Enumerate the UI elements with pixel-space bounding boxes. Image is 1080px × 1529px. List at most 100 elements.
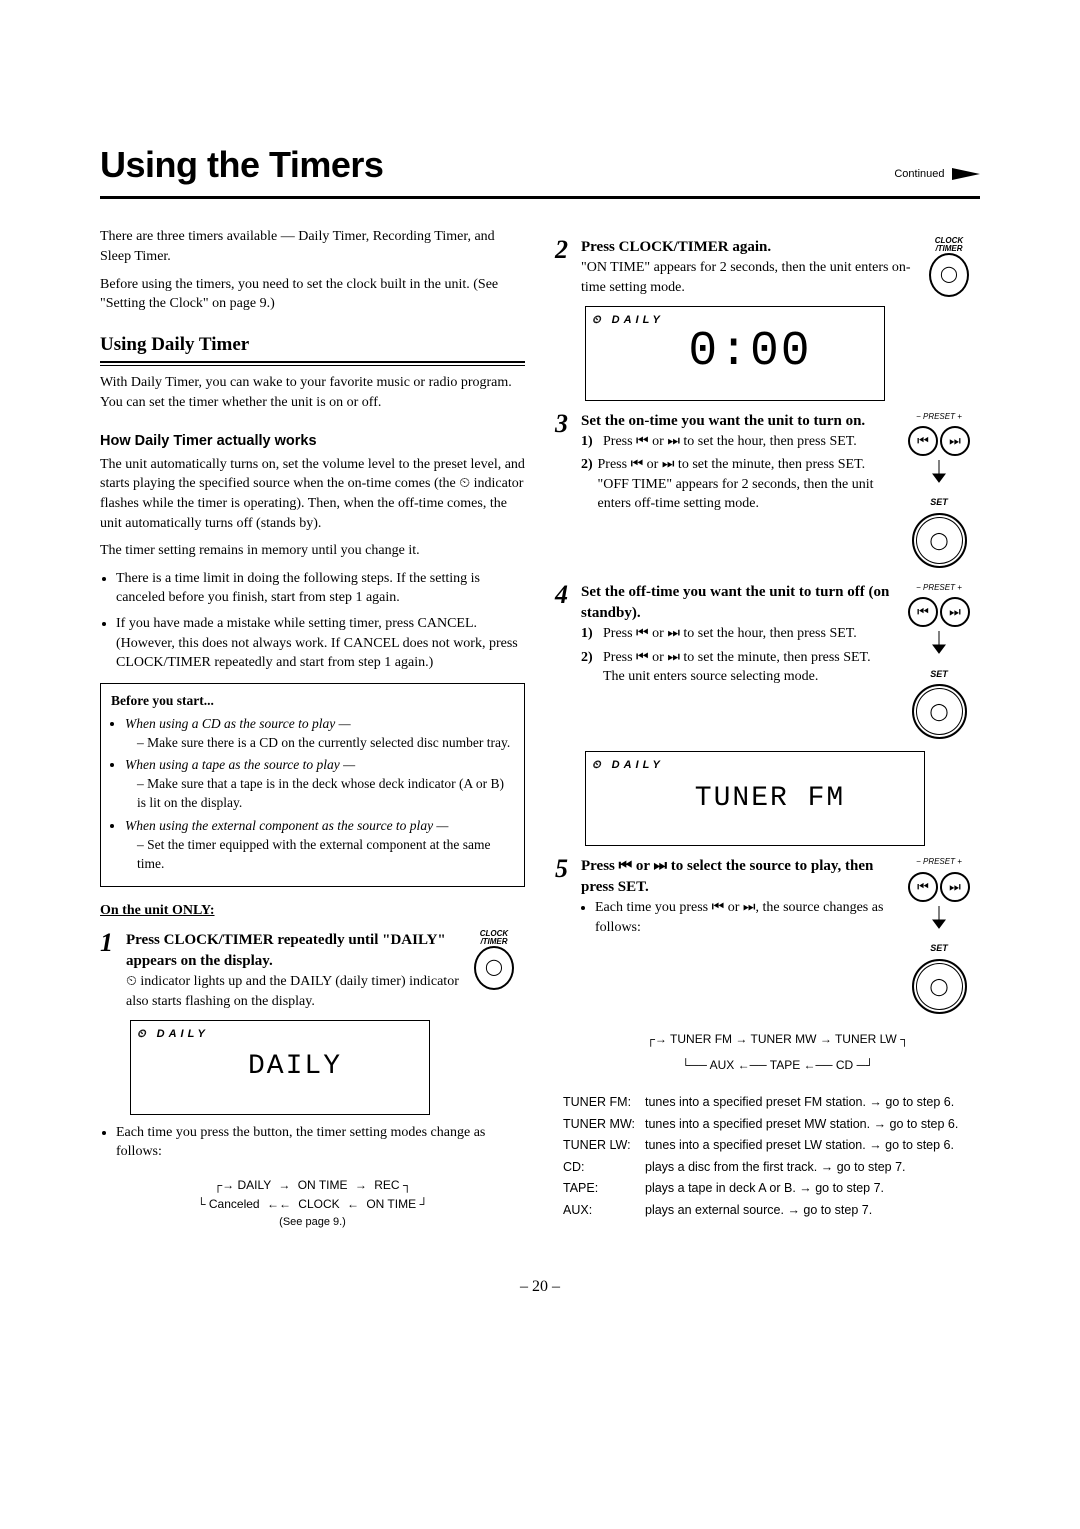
clock-timer-icon: ◯ (474, 946, 514, 990)
box-item-aux: When using the external component as the… (125, 817, 514, 874)
box-aux-sub: – Set the timer equipped with the extern… (137, 836, 514, 874)
down-arrow-icon-5 (929, 906, 949, 936)
step-1-head: Press CLOCK/TIMER repeatedly until "DAIL… (126, 930, 519, 972)
continued-arrow-icon (952, 168, 980, 180)
src-r6-v: plays an external source. → go to step 7… (641, 1200, 962, 1222)
page-title: Using the Timers (100, 140, 383, 190)
source-cycle-diagram: ┌→ TUNER FM → TUNER MW → TUNER LW ┐ └── … (575, 1026, 980, 1079)
step-3-sub1: Press ⏮ or ⏭ to set the hour, then press… (603, 432, 857, 452)
display-tuner-fm: ⏲ DAILY TUNER FM (585, 751, 925, 846)
bullet-cancel: If you have made a mistake while setting… (116, 614, 525, 673)
cycle-daily: DAILY (237, 1178, 271, 1192)
src-d: AUX (710, 1058, 735, 1072)
step-4: 4 − PRESET + ⏮ ⏭ SET ◯ Set the off-time … (555, 582, 980, 743)
source-table: TUNER FM:tunes into a specified preset F… (559, 1092, 962, 1221)
down-arrow-icon (929, 460, 949, 490)
box-tape-em: When using a tape as the source to play … (125, 757, 355, 772)
set-button-icon-4: ◯ (912, 684, 967, 739)
src-f: CD (836, 1058, 853, 1072)
right-column: 2 CLOCK /TIMER ◯ Press CLOCK/TIMER again… (555, 227, 980, 1245)
set-button-icon: ◯ (912, 513, 967, 568)
clock-timer-label: CLOCK /TIMER (469, 930, 519, 946)
cycle-note: (See page 9.) (191, 1214, 435, 1232)
preset-prev-icon-5: ⏮ (908, 872, 938, 902)
step-3-controls: − PRESET + ⏮ ⏭ SET ◯ (904, 411, 974, 572)
step-3-sub2b: "OFF TIME" appears for 2 seconds, then t… (598, 477, 874, 512)
after-display-bullet: Each time you press the button, the time… (116, 1123, 525, 1162)
cycle-canceled: Canceled (209, 1197, 260, 1211)
src-r4-v: plays a disc from the first track. → go … (641, 1157, 962, 1179)
clock-timer-button-2: CLOCK /TIMER ◯ (924, 237, 974, 297)
display-tuner-text: TUNER FM (695, 779, 845, 818)
src-r1-v: tunes into a specified preset FM station… (641, 1092, 962, 1114)
mode-cycle-diagram: ┌→ DAILY ON TIME REC ┐ └ Canceled ← CLOC… (183, 1170, 443, 1238)
step-2: 2 CLOCK /TIMER ◯ Press CLOCK/TIMER again… (555, 237, 980, 297)
intro-paragraph-2: Before using the timers, you need to set… (100, 275, 525, 314)
how-works-p1: The unit automatically turns on, set the… (100, 455, 525, 533)
src-r6-l: AUX: (559, 1200, 641, 1222)
display-daily: ⏲ DAILY DAILY (130, 1020, 430, 1115)
step-2-sub: "ON TIME" appears for 2 seconds, then th… (581, 258, 974, 297)
step-1-sub: ⏲ indicator lights up and the DAILY (dai… (126, 972, 519, 1011)
down-arrow-icon-4 (929, 631, 949, 661)
step-4-sub2b: The unit enters source selecting mode. (603, 669, 818, 684)
title-row: Using the Timers Continued (100, 140, 980, 199)
preset-label-3: − PRESET + (904, 411, 974, 422)
cycle-rec: REC (374, 1178, 399, 1192)
clock-timer-icon-2: ◯ (929, 253, 969, 297)
unit-only-label: On the unit ONLY: (100, 901, 525, 921)
step-5: 5 − PRESET + ⏮ ⏭ SET ◯ Press ⏮ or ⏭ to s… (555, 856, 980, 1017)
src-e: TAPE (770, 1058, 800, 1072)
display-daily-text: DAILY (248, 1047, 342, 1086)
display-000: ⏲ DAILY 0:00 (585, 306, 885, 401)
set-label-5: SET (904, 942, 974, 955)
step-3-number: 3 (555, 411, 575, 572)
box-cd-sub: – Make sure there is a CD on the current… (137, 734, 514, 753)
set-label-3: SET (904, 496, 974, 509)
src-r2-v: tunes into a specified preset MW station… (641, 1114, 962, 1136)
preset-label-4: − PRESET + (904, 582, 974, 593)
step-3-sub2: Press ⏮ or ⏭ to set the minute, then pre… (598, 457, 866, 472)
src-r3-l: TUNER LW: (559, 1135, 641, 1157)
step-2-number: 2 (555, 237, 575, 297)
box-tape-sub: – Make sure that a tape is in the deck w… (137, 775, 514, 813)
how-works-p2: The timer setting remains in memory unti… (100, 541, 525, 561)
daily-icon-2: ⏲ DAILY (592, 313, 664, 328)
src-r2-l: TUNER MW: (559, 1114, 641, 1136)
box-item-tape: When using a tape as the source to play … (125, 756, 514, 813)
continued-text: Continued (894, 168, 944, 180)
cycle-ontime2: ON TIME (366, 1197, 416, 1211)
step-4-sub2: Press ⏮ or ⏭ to set the minute, then pre… (603, 650, 871, 665)
mode-cycle-intro: Each time you press the button, the time… (116, 1123, 525, 1162)
clock-timer-button-1: CLOCK /TIMER ◯ (469, 930, 519, 990)
step-2-head: Press CLOCK/TIMER again. (581, 237, 974, 258)
continued-label: Continued (894, 164, 980, 184)
two-column-layout: There are three timers available — Daily… (100, 227, 980, 1245)
preset-next-icon-4: ⏭ (940, 597, 970, 627)
src-r5-v: plays a tape in deck A or B. → go to ste… (641, 1178, 962, 1200)
step-5-controls: − PRESET + ⏮ ⏭ SET ◯ (904, 856, 974, 1017)
step-4-number: 4 (555, 582, 575, 743)
src-a: TUNER FM (670, 1032, 732, 1046)
box-head: Before you start... (111, 692, 514, 711)
before-you-start-box: Before you start... When using a CD as t… (100, 683, 525, 887)
left-column: There are three timers available — Daily… (100, 227, 525, 1245)
box-item-cd: When using a CD as the source to play — … (125, 715, 514, 753)
step-4-controls: − PRESET + ⏮ ⏭ SET ◯ (904, 582, 974, 743)
display-000-text: 0:00 (688, 319, 811, 386)
step-1-number: 1 (100, 930, 120, 1011)
src-b: TUNER MW (751, 1032, 817, 1046)
preset-label-5: − PRESET + (904, 856, 974, 867)
set-button-icon-5: ◯ (912, 959, 967, 1014)
clock-timer-label-2: CLOCK /TIMER (924, 237, 974, 253)
step-1: 1 CLOCK /TIMER ◯ Press CLOCK/TIMER repea… (100, 930, 525, 1011)
step-4-sub1: Press ⏮ or ⏭ to set the hour, then press… (603, 624, 857, 644)
daily-intro: With Daily Timer, you can wake to your f… (100, 373, 525, 412)
src-c: TUNER LW (835, 1032, 897, 1046)
bullet-time-limit: There is a time limit in doing the follo… (116, 569, 525, 608)
cycle-ontime1: ON TIME (298, 1178, 348, 1192)
src-r5-l: TAPE: (559, 1178, 641, 1200)
section-heading-daily-timer: Using Daily Timer (100, 328, 525, 364)
preset-prev-icon: ⏮ (908, 426, 938, 456)
cycle-clock: CLOCK (298, 1197, 339, 1211)
